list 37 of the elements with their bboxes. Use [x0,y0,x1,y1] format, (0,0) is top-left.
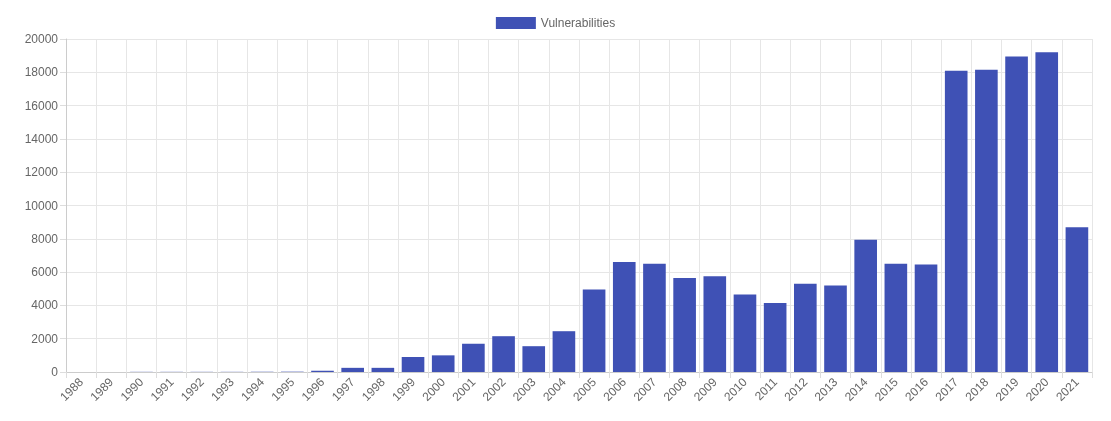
y-tick-label: 10000 [24,198,59,213]
legend-label: Vulnerabilities [540,16,616,30]
bar [1035,52,1059,372]
bar [1065,227,1089,372]
y-tick-label: 0 [51,365,59,379]
bar [522,346,546,372]
y-tick-label: 20000 [24,32,59,46]
bar [582,289,606,372]
y-tick-label: 2000 [31,331,59,346]
bar [763,302,787,372]
bar [462,343,485,372]
bar [341,367,364,372]
bar [975,69,998,372]
bar [794,283,817,372]
y-tick-label: 8000 [31,231,59,246]
y-tick-label: 4000 [31,298,59,313]
bar [492,336,515,372]
bar [854,239,877,372]
bar [612,262,636,372]
bar [1005,56,1028,372]
y-tick-label: 12000 [24,165,59,180]
bar [401,357,425,372]
y-tick-label: 18000 [24,65,59,80]
bar [371,367,395,372]
y-tick-label: 6000 [31,265,59,280]
y-tick-label: 16000 [24,98,59,113]
bar [733,294,757,372]
bar [431,355,455,372]
bar [944,70,968,372]
bar [703,276,727,372]
bar [673,277,696,372]
bar [824,285,847,372]
bar [914,264,938,372]
bar [552,331,576,372]
y-tick-label: 14000 [24,131,59,146]
bar [643,263,666,372]
bar [884,263,908,372]
